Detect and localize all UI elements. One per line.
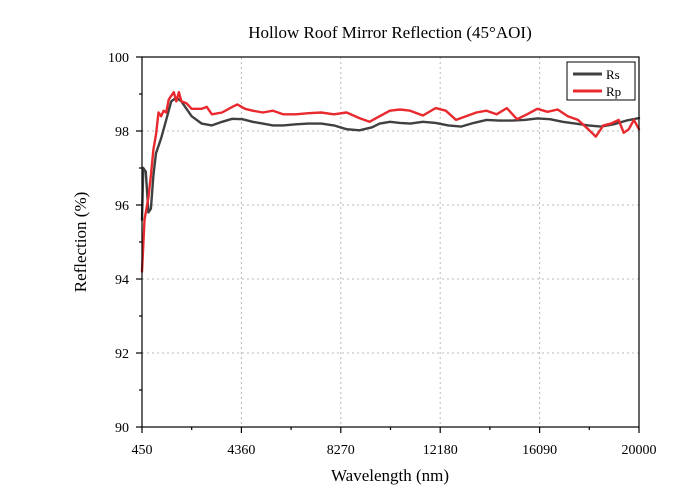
y-tick-label: 92	[115, 347, 129, 362]
chart-title: Hollow Roof Mirror Reflection (45°AOI)	[248, 23, 531, 42]
y-axis-label: Reflection (%)	[71, 192, 90, 293]
legend-box	[566, 61, 636, 101]
series-line-rs	[140, 96, 641, 222]
series-group	[140, 90, 641, 273]
y-tick-label: 100	[108, 51, 129, 66]
x-tick-label: 16090	[522, 443, 557, 458]
legend: Rs Rp	[566, 61, 636, 101]
x-tick-label: 450	[132, 443, 153, 458]
axis-ticks	[136, 56, 640, 433]
x-axis-label: Wavelength (nm)	[331, 466, 449, 485]
y-tick-label: 90	[115, 421, 129, 436]
x-tick-label: 4360	[227, 443, 255, 458]
y-tick-labels: 90 92 94 96 98 100	[108, 51, 129, 436]
x-tick-label: 12180	[423, 443, 458, 458]
legend-label-rp: Rp	[606, 84, 621, 99]
y-tick-label: 96	[115, 199, 129, 214]
y-tick-label: 98	[115, 125, 129, 140]
x-tick-labels: 450 4360 8270 12180 16090 20000	[132, 443, 657, 458]
legend-label-rs: Rs	[606, 67, 620, 82]
y-tick-label: 94	[115, 273, 129, 288]
x-tick-label: 20000	[622, 443, 657, 458]
series-line-rp	[140, 90, 641, 273]
x-tick-label: 8270	[327, 443, 355, 458]
